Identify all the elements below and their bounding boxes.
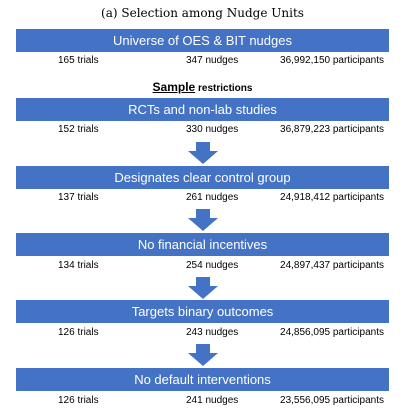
universe-box: Universe of OES & BIT nudges <box>16 29 389 52</box>
down-arrow-icon <box>188 209 218 231</box>
stage-trials: 126 trials <box>58 395 99 406</box>
stage-participants: 24,897,437 participants <box>280 260 384 271</box>
stage-nudges: 330 nudges <box>186 124 239 135</box>
stage-box-binary: Targets binary outcomes <box>16 300 389 323</box>
universe-participants: 36,992,150 participants <box>280 55 384 66</box>
stage-participants: 24,918,412 participants <box>280 192 384 203</box>
stage-stats-rcts: 152 trials 330 nudges 36,879,223 partici… <box>16 124 389 138</box>
stage-stats-default: 126 trials 241 nudges 23,556,095 partici… <box>16 395 389 409</box>
stage-stats-binary: 126 trials 243 nudges 24,856,095 partici… <box>16 327 389 341</box>
sample-heading-rest: restrictions <box>195 83 253 94</box>
sample-heading-bold: Sample <box>152 80 196 94</box>
stage-box-control-group: Designates clear control group <box>16 166 389 189</box>
universe-nudges: 347 nudges <box>186 55 239 66</box>
stage-box-default: No default interventions <box>16 368 389 391</box>
stage-participants: 24,856,095 participants <box>280 327 384 338</box>
stage-nudges: 241 nudges <box>186 395 239 406</box>
stage-stats-control-group: 137 trials 261 nudges 24,918,412 partici… <box>16 192 389 206</box>
universe-stats: 165 trials 347 nudges 36,992,150 partici… <box>16 55 389 69</box>
stage-participants: 23,556,095 participants <box>280 395 384 406</box>
stage-nudges: 243 nudges <box>186 327 239 338</box>
stage-trials: 152 trials <box>58 124 99 135</box>
stage-box-rcts: RCTs and non-lab studies <box>16 98 389 121</box>
stage-trials: 126 trials <box>58 327 99 338</box>
stage-nudges: 254 nudges <box>186 260 239 271</box>
down-arrow-icon <box>188 142 218 164</box>
stage-stats-financial: 134 trials 254 nudges 24,897,437 partici… <box>16 260 389 274</box>
stage-trials: 134 trials <box>58 260 99 271</box>
universe-trials: 165 trials <box>58 55 99 66</box>
figure-caption: (a) Selection among Nudge Units <box>101 6 304 20</box>
stage-participants: 36,879,223 participants <box>280 124 384 135</box>
sample-restrictions-heading: Sample restrictions <box>0 80 405 94</box>
down-arrow-icon <box>188 277 218 299</box>
down-arrow-icon <box>188 344 218 366</box>
stage-nudges: 261 nudges <box>186 192 239 203</box>
stage-box-financial: No financial incentives <box>16 233 389 256</box>
stage-trials: 137 trials <box>58 192 99 203</box>
